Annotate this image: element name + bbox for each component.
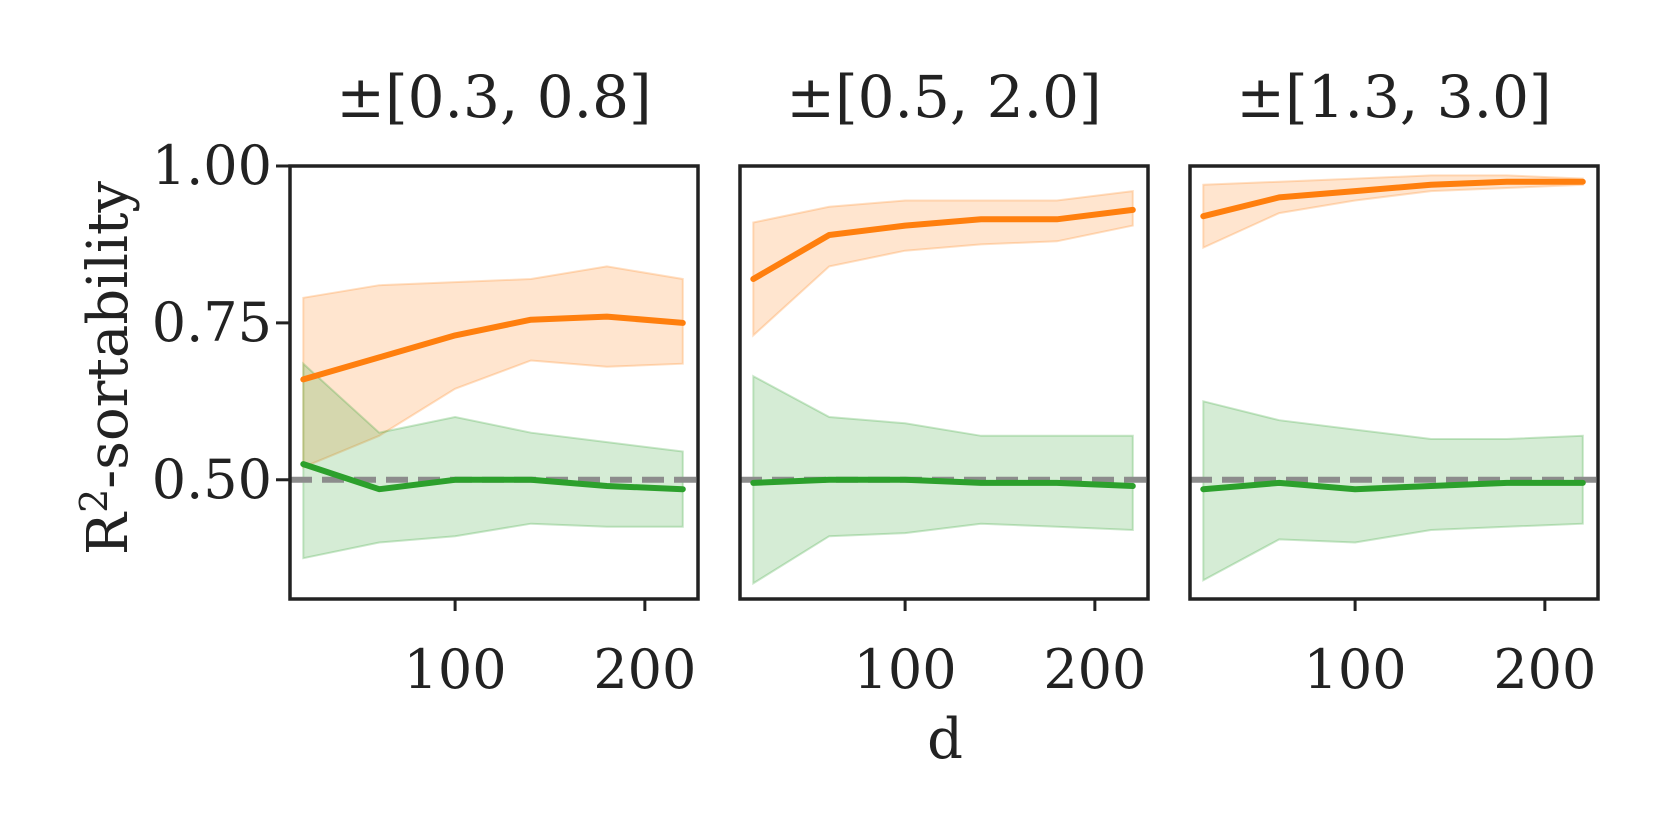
line-green-panel-1 — [300, 461, 686, 493]
line-orange-panel-3 — [1200, 178, 1586, 220]
y-axis-label-suffix: -sortability — [76, 181, 141, 489]
panel-title-3: ±[1.3, 3.0] — [1236, 63, 1551, 131]
panel-title-2: ±[0.5, 2.0] — [786, 63, 1101, 131]
x-tick-label-100-panel-3: 100 — [1304, 638, 1407, 701]
panel-frame-3 — [1188, 164, 1600, 601]
y-tick-label-1.00: 1.00 — [152, 134, 272, 197]
x-tick-label-200-panel-3: 200 — [1493, 638, 1596, 701]
panel-title-1: ±[0.3, 0.8] — [336, 63, 651, 131]
band-green-panel-3 — [1202, 400, 1584, 582]
band-orange-panel-2 — [752, 189, 1134, 338]
y-axis-label: R2-sortability — [72, 181, 141, 555]
x-tick-label-200-panel-1: 200 — [593, 638, 696, 701]
y-tick-label-0.50: 0.50 — [152, 448, 272, 511]
x-tick-label-100-panel-1: 100 — [404, 638, 507, 701]
y-axis-label-sup: 2 — [72, 489, 116, 513]
line-orange-panel-1 — [300, 313, 686, 383]
x-tick-label-200-panel-2: 200 — [1043, 638, 1146, 701]
line-green-panel-2 — [750, 476, 1136, 489]
y-tick-label-0.75: 0.75 — [152, 291, 272, 354]
band-green-panel-1 — [302, 361, 684, 560]
panel-frame-1 — [288, 164, 700, 601]
panel-frame-2 — [738, 164, 1150, 601]
line-green-panel-3 — [1200, 479, 1586, 493]
line-orange-panel-2 — [750, 206, 1136, 282]
y-axis-label-base: R — [76, 511, 141, 555]
x-axis-label: d — [927, 707, 963, 772]
x-tick-label-100-panel-2: 100 — [854, 638, 957, 701]
